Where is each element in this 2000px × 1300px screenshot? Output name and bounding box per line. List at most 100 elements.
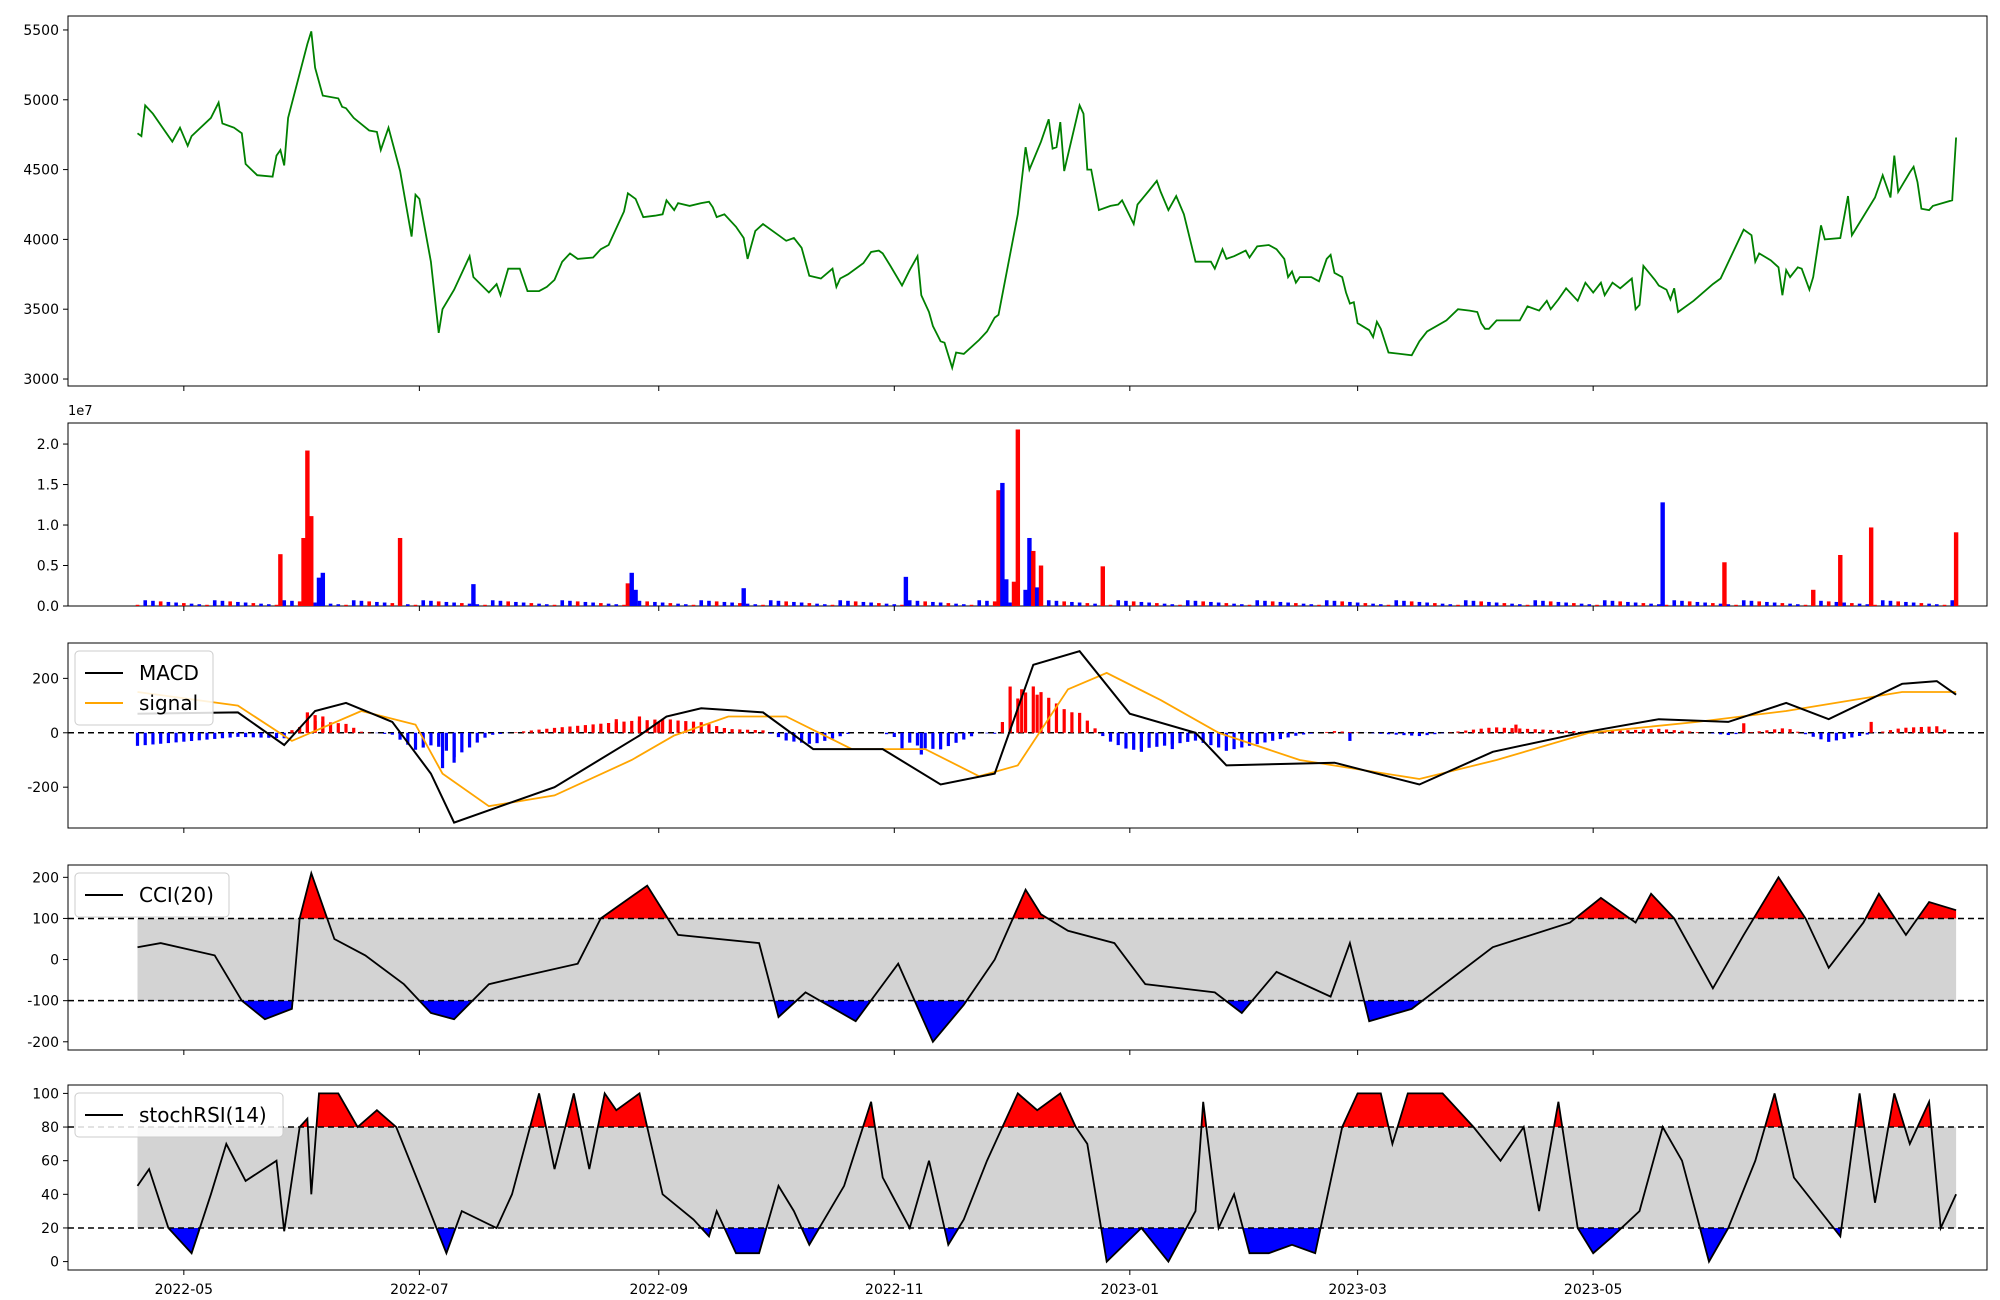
volume-bar-small [676,603,680,606]
volume-bar-small [1610,600,1615,606]
volume-panel: 0.0 0.5 1.0 1.5 2.0 1e7 [37,404,1988,615]
volume-bar-small [1309,604,1314,606]
volume-bar [1011,581,1017,606]
macd-histogram-bar [1757,731,1761,733]
macd-histogram-bar [1217,732,1221,748]
macd-histogram-bar [1417,732,1422,737]
stochrsi-ytick-label: 100 [32,1086,59,1102]
volume-bar-small [645,601,649,606]
volume-bar [316,577,322,606]
macd-histogram-bar [900,732,904,750]
macd-histogram-bar [1564,730,1568,733]
macd-histogram-bar [143,732,147,746]
macd-histogram-bar [1688,731,1692,733]
volume-bar-small [1348,601,1352,606]
xtick-label: 2023-05 [1564,1282,1623,1298]
macd-histogram-bar [1533,729,1537,733]
macd-histogram-bar [715,726,719,733]
cci-ytick-label: -200 [27,1035,59,1051]
macd-histogram-bar [1927,726,1931,733]
volume-bar-small [1394,600,1399,606]
volume-bar [301,537,306,606]
macd-histogram-bar [645,720,649,733]
macd-panel: -200 0 200 MACD signal [27,642,1988,833]
volume-bar-small [1826,601,1831,606]
volume-bar-small [1270,601,1275,606]
macd-histogram-bar [1340,731,1344,733]
macd-histogram-bar [1108,732,1113,742]
macd-histogram-bar [1132,732,1136,750]
macd-histogram-bar [1471,729,1476,733]
macd-histogram-bar [1742,723,1746,733]
volume-bar-small [1664,604,1669,606]
volume-bar-small [745,603,750,606]
volume-bar-small [1487,601,1491,606]
volume-bar-small [212,600,217,606]
macd-histogram-bar [846,732,850,734]
volume-bar-small [1456,604,1460,606]
volume-bar-small [822,604,827,606]
macd-histogram-bar [1765,730,1769,733]
volume-bar [1027,537,1032,606]
volume-bar-small [1324,600,1329,606]
volume-bar-small [1093,603,1097,606]
macd-histogram-bar [753,730,757,733]
volume-bar-small [707,600,711,606]
macd-histogram-bar [135,732,140,746]
volume-bar-small [653,601,657,606]
volume-bar-small [475,604,480,606]
macd-histogram-bar [1549,729,1553,733]
macd-histogram-bar [1464,730,1468,733]
macd-histogram-bar [1456,731,1460,733]
volume-bar-small [985,600,989,606]
volume-bar-small [591,602,595,606]
xtick-label: 2022-05 [155,1282,214,1298]
macd-histogram-bar [1788,729,1792,733]
macd-histogram-bar [545,728,549,733]
volume-bar-small [1595,604,1599,606]
price-ytick-label: 5000 [23,93,59,109]
cci-panel: -200 -100 0 100 200 CCI(20) [27,864,1988,1055]
volume-bar-small [1618,601,1622,606]
volume-bar-small [861,601,866,606]
volume-bar-small [1517,604,1522,606]
macd-histogram-bar [730,729,734,733]
macd-histogram-bar [537,729,541,733]
volume-bar-small [1332,600,1337,606]
macd-histogram-bar [1008,686,1012,733]
volume-bar [1038,565,1044,606]
macd-histogram-bar [1247,732,1252,746]
stochrsi-band [137,1127,1957,1228]
macd-histogram-bar [236,732,240,737]
macd-histogram-bar [1379,732,1383,734]
volume-bar-small [1062,601,1066,606]
macd-histogram-bar [228,732,232,738]
macd-histogram-bar [1811,732,1815,737]
volume-bar-small [892,604,897,606]
volume-bar-small [722,601,727,606]
volume-bar-small [251,603,256,606]
volume-bar-small [954,603,958,606]
macd-histogram-bar [344,723,348,733]
volume-bar-small [490,600,495,606]
volume-bar-small [1155,603,1159,606]
macd-histogram-bar [1116,732,1120,746]
stochrsi-legend-label: stochRSI(14) [139,1103,267,1127]
volume-bar-small [436,601,441,606]
macd-histogram-bar [359,731,364,733]
volume-bar-small [1564,602,1568,606]
macd-histogram-bar [290,730,294,733]
volume-bar-small [1695,601,1700,606]
macd-histogram-bar [406,732,410,745]
macd-histogram-bar [1433,732,1437,735]
macd-histogram-bar [529,730,533,733]
volume-bar-small [1054,600,1059,606]
volume-bar-small [236,601,240,606]
volume-bar-small [506,601,510,606]
macd-histogram-bar [661,718,665,733]
macd-ytick-label: 200 [32,671,59,687]
macd-histogram-bar [969,732,974,737]
volume-bar-small [622,604,626,606]
macd-histogram-bar [993,732,997,734]
